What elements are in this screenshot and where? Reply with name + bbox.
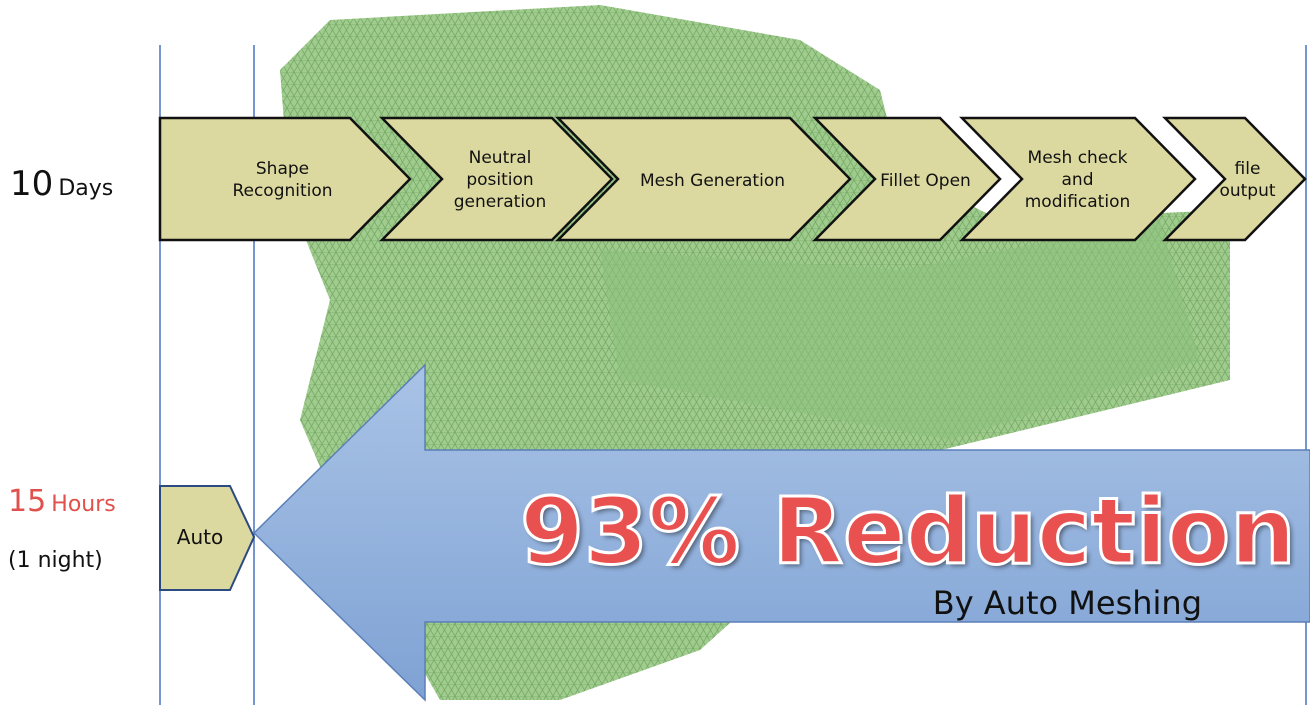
after-number: 15 (8, 484, 46, 519)
reduction-headline: 93% Reduction (520, 478, 1220, 585)
step-label: Shape Recognition (215, 158, 350, 202)
step-label: Mesh check and modification (1015, 147, 1140, 213)
before-duration: 10 Days (10, 164, 113, 204)
step-label: Neutral position generation (440, 147, 560, 213)
after-unit: Hours (51, 492, 115, 517)
step-label: Mesh Generation (620, 170, 805, 192)
page: Shape Recognition Neutral position gener… (0, 0, 1310, 705)
auto-label: Auto (160, 526, 240, 548)
before-number: 10 (10, 164, 53, 204)
after-note: (1 night) (8, 548, 103, 573)
step-label: file output (1215, 158, 1280, 202)
after-duration: 15 Hours (8, 484, 116, 519)
before-unit: Days (58, 176, 113, 201)
reduction-subtitle: By Auto Meshing (850, 584, 1202, 622)
step-label: Fillet Open (868, 170, 983, 192)
